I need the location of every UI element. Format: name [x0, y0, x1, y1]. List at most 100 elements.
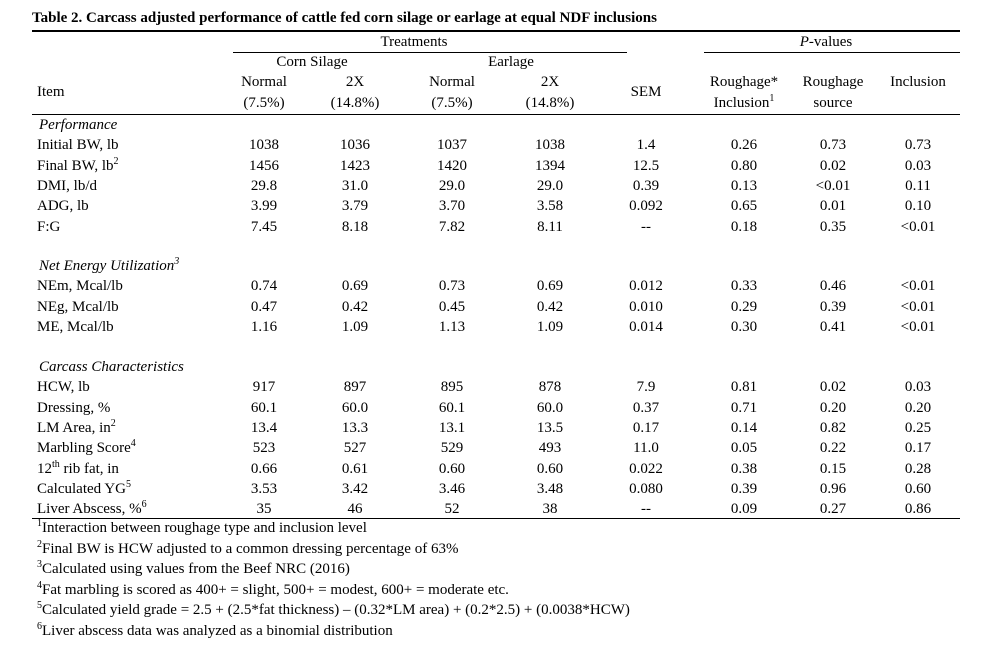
earlage-header: Earlage [488, 54, 534, 70]
row-label-text: LM Area, in [37, 419, 111, 436]
table-cell: 29.8 [250, 177, 278, 194]
table-cell: 1.4 [636, 137, 656, 154]
table-cell: 0.69 [341, 278, 369, 295]
row-label: Dressing, % [37, 399, 110, 417]
footnote-num: 3 [37, 559, 42, 570]
table-cell: 1037 [437, 137, 467, 154]
rxi-header-sup: 1 [769, 93, 775, 104]
rs-header-1: Roughage [802, 74, 864, 90]
row-label-sup: 5 [126, 478, 131, 490]
footnote-num: 6 [37, 620, 42, 632]
cs-2x-header: 2X [345, 74, 365, 90]
section-title-text: Performance [39, 117, 118, 133]
inclusion-header: Inclusion [890, 74, 946, 90]
table-cell: -- [641, 501, 651, 518]
table-cell: 0.73 [819, 137, 847, 154]
table-cell: 60.0 [536, 399, 564, 416]
row-label: Marbling Score4 [37, 439, 136, 457]
footnote-text: Interaction between roughage type and in… [42, 520, 367, 536]
row-label-text: ME, Mcal/lb [37, 318, 114, 335]
table-cell: 1.16 [250, 318, 278, 335]
row-label-text: ADG, lb [37, 198, 89, 215]
table-cell: 0.33 [730, 278, 758, 295]
pvalues-p: P [799, 34, 809, 50]
table-cell: 0.15 [819, 460, 847, 477]
section-title-text: Carcass Characteristics [39, 359, 184, 375]
pvalues-rest: -values [808, 34, 853, 50]
table-cell: 7.82 [438, 218, 466, 235]
rxi-header-1: Roughage* [709, 74, 779, 90]
table-cell: -- [641, 218, 651, 235]
table-cell: 60.0 [341, 399, 369, 416]
table-cell: 917 [252, 379, 276, 396]
table-cell: 0.96 [819, 480, 847, 497]
row-label: F:G [37, 218, 60, 236]
table-cell: 0.65 [730, 198, 758, 215]
rxi-header-2-text: Inclusion [713, 95, 770, 111]
table-cell: 523 [252, 440, 276, 457]
table-cell: 897 [343, 379, 367, 396]
table-cell: <0.01 [900, 218, 936, 235]
table-cell: 0.74 [250, 278, 278, 295]
table-cell: 0.86 [904, 501, 932, 518]
table-cell: 0.25 [904, 419, 932, 436]
table-cell: 0.28 [904, 460, 932, 477]
row-label-sup: 2 [110, 417, 116, 429]
table-cell: 3.48 [536, 480, 564, 497]
footnote: 5Calculated yield grade = 2.5 + (2.5*fat… [37, 601, 630, 619]
section-title-sup: 3 [174, 256, 180, 267]
row-label-sup: 2 [113, 155, 119, 167]
table-cell: 895 [440, 379, 464, 396]
table-cell: 13.1 [438, 419, 466, 436]
table-cell: 3.53 [250, 480, 278, 497]
table-cell: 0.13 [730, 177, 758, 194]
table-cell: 60.1 [438, 399, 466, 416]
header-rule [32, 114, 960, 115]
cs-normal-pct: (7.5%) [243, 95, 285, 111]
table-cell: 1423 [340, 157, 370, 174]
table-cell: <0.01 [900, 298, 936, 315]
table-cell: 0.29 [730, 298, 758, 315]
table-cell: 878 [538, 379, 562, 396]
table-cell: 0.17 [904, 440, 932, 457]
table-cell: 0.73 [438, 278, 466, 295]
table-cell: 0.02 [819, 379, 847, 396]
table-cell: 0.39 [632, 177, 660, 194]
row-label: ME, Mcal/lb [37, 318, 114, 336]
el-2x-header: 2X [540, 74, 560, 90]
el-normal-pct: (7.5%) [431, 95, 473, 111]
footnote-text: Liver abscess data was analyzed as a bin… [42, 622, 393, 639]
row-label-text: Marbling Score [37, 440, 131, 457]
table-cell: 0.27 [819, 501, 847, 518]
table-cell: 1038 [535, 137, 565, 154]
table-cell: <0.01 [900, 318, 936, 335]
table-cell: 0.03 [904, 379, 932, 396]
table-cell: 13.3 [341, 419, 369, 436]
table-cell: 0.092 [629, 198, 663, 215]
pvalues-rule [704, 52, 960, 53]
table-cell: 0.61 [341, 460, 369, 477]
table-cell: 0.02 [819, 157, 847, 174]
row-label-text: Initial BW, lb [37, 137, 119, 154]
footnote: 2Final BW is HCW adjusted to a common dr… [37, 539, 458, 558]
footnote: 1Interaction between roughage type and i… [37, 519, 367, 537]
table-cell: 1038 [249, 137, 279, 154]
table-cell: 1.09 [341, 318, 369, 335]
treatments-rule [233, 52, 627, 53]
table-cell: 38 [542, 501, 558, 518]
footnote: 6Liver abscess data was analyzed as a bi… [37, 620, 393, 640]
row-label-text: F:G [37, 218, 61, 235]
row-label: DMI, lb/d [37, 177, 97, 195]
table-cell: 7.9 [636, 379, 656, 396]
row-label-sup: th [52, 458, 60, 470]
table-cell: 1036 [340, 137, 370, 154]
table-cell: 3.42 [341, 480, 369, 497]
table-cell: 0.60 [904, 480, 932, 497]
table-cell: 0.73 [904, 137, 932, 154]
table-cell: 1456 [249, 157, 279, 174]
table-cell: 3.58 [536, 198, 564, 215]
row-label-text: NEm, Mcal/lb [37, 278, 123, 295]
treatments-header: Treatments [380, 34, 448, 50]
footnote-text: Calculated using values from the Beef NR… [42, 561, 350, 577]
table-cell: 1.09 [536, 318, 564, 335]
